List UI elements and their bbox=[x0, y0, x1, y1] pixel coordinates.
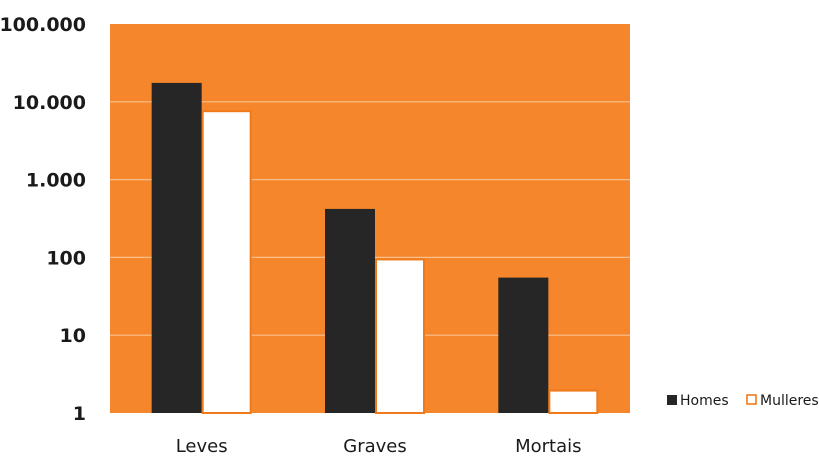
x-category-label: Mortais bbox=[515, 436, 581, 457]
y-tick-label: 1.000 bbox=[26, 170, 86, 192]
y-tick-label: 100.000 bbox=[0, 14, 86, 36]
legend-label-mulleres: Mulleres bbox=[760, 393, 819, 409]
bar-mulleres bbox=[201, 110, 252, 414]
y-tick-label: 10 bbox=[60, 325, 86, 347]
x-axis-categories: Leves Graves Mortais bbox=[176, 436, 582, 457]
bar-homes bbox=[498, 277, 549, 413]
legend-swatch-mulleres bbox=[746, 394, 757, 405]
legend: Homes Mulleres bbox=[667, 393, 819, 409]
bar-homes bbox=[325, 208, 375, 413]
y-tick-label: 10.000 bbox=[13, 92, 86, 114]
bar-mulleres bbox=[375, 258, 425, 415]
bars bbox=[151, 82, 599, 415]
y-tick-label: 1 bbox=[73, 403, 86, 425]
y-tick-label: 100 bbox=[46, 247, 86, 269]
y-axis-ticks: 1 10 100 1.000 10.000 100.000 bbox=[0, 14, 86, 425]
legend-swatch-homes bbox=[667, 395, 677, 405]
x-category-label: Leves bbox=[176, 436, 228, 457]
bar-homes bbox=[151, 82, 202, 414]
legend-label-homes: Homes bbox=[680, 393, 729, 409]
bar-mulleres bbox=[548, 389, 599, 414]
x-category-label: Graves bbox=[343, 436, 406, 457]
